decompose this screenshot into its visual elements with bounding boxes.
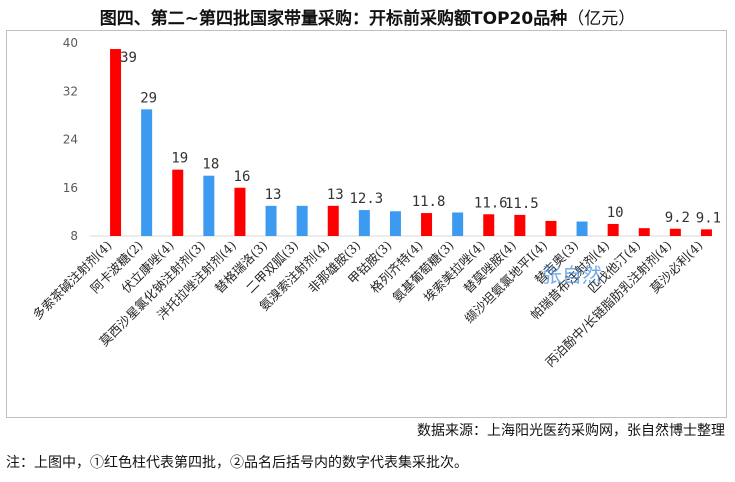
y-tick-label: 8	[70, 229, 78, 243]
bar	[669, 228, 681, 236]
bar	[110, 49, 122, 236]
bar	[576, 221, 588, 236]
bar	[421, 213, 433, 236]
bar	[141, 109, 153, 236]
data-label: 11.6	[474, 195, 508, 211]
data-label: 39	[120, 50, 137, 66]
chart-title: 图四、第二~第四批国家带量采购：开标前采购额TOP20品种（亿元）	[0, 4, 735, 29]
bar	[327, 205, 339, 236]
data-label: 19	[171, 151, 188, 167]
data-source: 数据来源：上海阳光医药采购网，张自然博士整理	[417, 423, 725, 439]
bar	[700, 229, 712, 236]
bar	[296, 205, 308, 236]
bar	[607, 223, 619, 236]
y-tick-label: 24	[63, 133, 78, 147]
bar	[514, 214, 526, 236]
bar	[358, 210, 370, 236]
bar	[234, 187, 246, 236]
data-label: 18	[202, 157, 219, 173]
data-label: 13	[265, 187, 282, 203]
data-label: 11.5	[505, 196, 539, 212]
y-tick-label: 32	[63, 84, 78, 98]
data-label: 13	[327, 187, 344, 203]
bar	[265, 205, 277, 236]
y-tick-label: 40	[63, 36, 78, 50]
chart-note: 注：上图中，①红色柱代表第四批，②品名后括号内的数字代表集采批次。	[6, 455, 468, 471]
data-label: 9.2	[665, 210, 690, 226]
y-tick-label: 16	[63, 181, 78, 195]
bar	[389, 211, 401, 236]
bar	[545, 220, 557, 236]
data-label: 11.8	[412, 194, 446, 210]
data-label: 10	[607, 205, 624, 221]
data-label: 29	[140, 90, 157, 106]
chart-frame	[6, 30, 727, 418]
data-label: 16	[234, 169, 251, 185]
bar	[172, 169, 184, 236]
chart-title-text: 图四、第二~第四批国家带量采购：开标前采购额TOP20品种	[99, 9, 568, 29]
bar	[483, 214, 495, 236]
bar	[203, 175, 215, 236]
data-label: 12.3	[349, 191, 383, 207]
data-label: 9.1	[696, 210, 721, 226]
chart-unit: （亿元）	[567, 9, 636, 29]
watermark-text: 张自然	[542, 263, 602, 287]
bar	[638, 228, 650, 236]
bar	[452, 212, 464, 236]
